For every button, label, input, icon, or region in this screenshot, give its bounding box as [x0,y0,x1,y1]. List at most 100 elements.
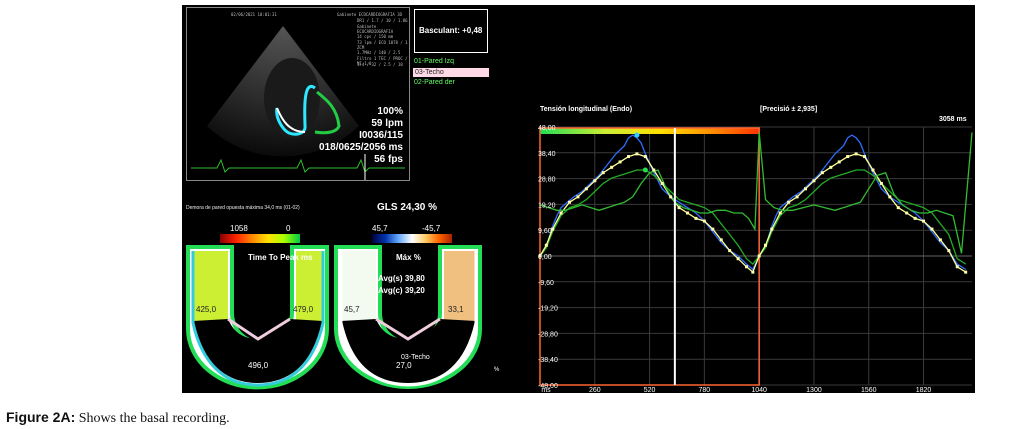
echo-param-line: Filtro 1 TEC / PROC / MI 1.0 [357,56,408,66]
strain-avg-s: Avg(s) 39,80 [378,274,425,283]
peak-marker-green [642,167,648,173]
series-point [757,254,761,258]
series-point [694,216,698,220]
y-tick-label: 0,00 [538,254,552,261]
echo-param-line: 1.7MHz / 140 / 2.5 [357,50,401,55]
x-tick-label: 1040 [751,387,767,393]
series-point [643,155,647,159]
figure-panel: 02/06/2021 10:01:31 Gabinete ECOCARDIOGR… [182,5,975,393]
y-tick-label: 38,40 [538,151,556,158]
echo-param-line: 73 lpm / ECO 1078 / 1 ZCM [357,40,408,50]
series-point [576,195,580,199]
series-point [618,160,622,164]
echo-param-line: 14 cps / 150 mm [357,34,394,39]
series-point [778,211,782,215]
series-point [863,155,867,159]
echo-param-line: 1:4 / 32 / 2.5 / 10 [357,62,403,67]
chart-duration: 3058 ms [939,116,967,123]
ventricle-cavity [264,58,320,138]
series-point [804,187,808,191]
ttp-max-label: 1058 [230,224,248,233]
series-point [686,211,690,215]
figure-caption: Figure 2A: Shows the basal recording. [6,409,230,427]
series-point [652,168,656,172]
y-tick-label: -48,00 [538,383,558,390]
ttp-color-bar [220,234,300,243]
ttp-cyan-border [191,251,325,387]
series-point [770,227,774,231]
strain-label: Máx % [396,253,421,262]
series-point [538,254,542,258]
series-point [913,216,917,220]
series-point [601,171,605,175]
y-tick-label: -19,20 [538,306,558,313]
strain-min-label: -45,7 [422,224,441,233]
series-point [610,165,614,169]
echo-header-line: Gabinete ECOCARDIOGRAFIA 3D [337,12,403,17]
strain-segment-left [341,251,376,323]
strain-value-left: 45,7 [344,305,360,314]
series-point [544,243,548,247]
series-point [922,219,926,223]
ttp-label: Time To Peak ms [248,253,313,262]
strain-chart: 48,00 38,40 28,80 19,20 9,60 0,00 -9,60 -19,20 -… [538,125,973,393]
y-tick-label: 9,60 [538,228,552,235]
y-tick-label: 28,80 [538,177,556,184]
x-tick-label: 260 [589,387,601,393]
basculant-box: Basculant: +0,48 [414,9,488,53]
strain-white-border [339,251,478,387]
caption-label: Figure 2A: [6,409,76,425]
series-point [846,155,850,159]
x-tick-label: 520 [644,387,656,393]
strain-segment-right [444,251,476,323]
series-point [787,200,791,204]
time-to-peak-gradient-bar [540,128,760,134]
series-point [719,238,723,242]
y-tick-label: -9,60 [538,280,554,287]
series-point [896,206,900,210]
caption-text: Shows the basal recording. [75,411,230,426]
ttp-segment-bottom [193,319,323,383]
segment-item-techo[interactable]: 03-Techo [413,68,489,77]
chart-precision: [Precisió ± 2,935] [760,106,818,113]
wall-delay-text: Demora de pared opuesta máxima 34,0 ms (… [186,205,300,211]
series-point [871,168,875,172]
echo-stat-timing: 018/0625/2056 ms [319,142,403,153]
chart-ylabel: % [494,367,500,373]
echo-image-panel: 02/06/2021 10:01:31 Gabinete ECOCARDIOGR… [186,7,410,181]
ecg-trace [191,158,405,173]
series-point [635,152,639,156]
series-point [812,179,816,183]
series-point [751,270,755,274]
series-point [879,181,883,185]
x-tick-label: 1300 [806,387,822,393]
series-point [593,179,597,183]
x-tick-label: 780 [699,387,711,393]
echo-stat-frame: I0036/115 [359,130,403,141]
strain-divider [375,317,441,341]
strain-bottom-tag: 03-Techo [401,354,430,361]
series-point [728,249,732,253]
y-tick-label: 48,00 [538,125,556,132]
series-point [947,249,951,253]
bullseye-diagrams: 425,0 479,0 496,0 Time To Peak ms 45,7 3… [186,245,482,390]
series-point [837,160,841,164]
series-point [829,165,833,169]
strain-color-bar [372,234,452,243]
series-point [854,152,858,156]
gls-value: GLS 24,30 % [377,202,438,213]
peak-marker-blue [634,132,640,138]
tracking-contour-green [314,90,341,135]
series-point [938,238,942,242]
strain-value-bottom: 27,0 [396,361,412,370]
basculant-value: Basculant: +0,48 [419,26,483,35]
tracking-contour-white [276,107,306,133]
series-line-1 [539,169,967,266]
series-point [627,155,631,159]
segment-item-pared-der[interactable]: 02-Pared der [414,79,455,86]
series-point [559,211,563,215]
segment-item-pared-izq[interactable]: 01-Pared Izq [414,58,455,65]
series-point [795,195,799,199]
ttp-segment-left [193,251,228,323]
series-point [955,265,959,269]
